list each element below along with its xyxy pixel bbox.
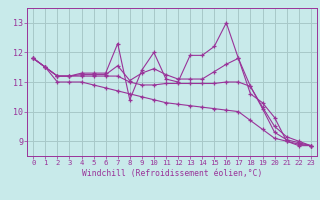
X-axis label: Windchill (Refroidissement éolien,°C): Windchill (Refroidissement éolien,°C) bbox=[82, 169, 262, 178]
